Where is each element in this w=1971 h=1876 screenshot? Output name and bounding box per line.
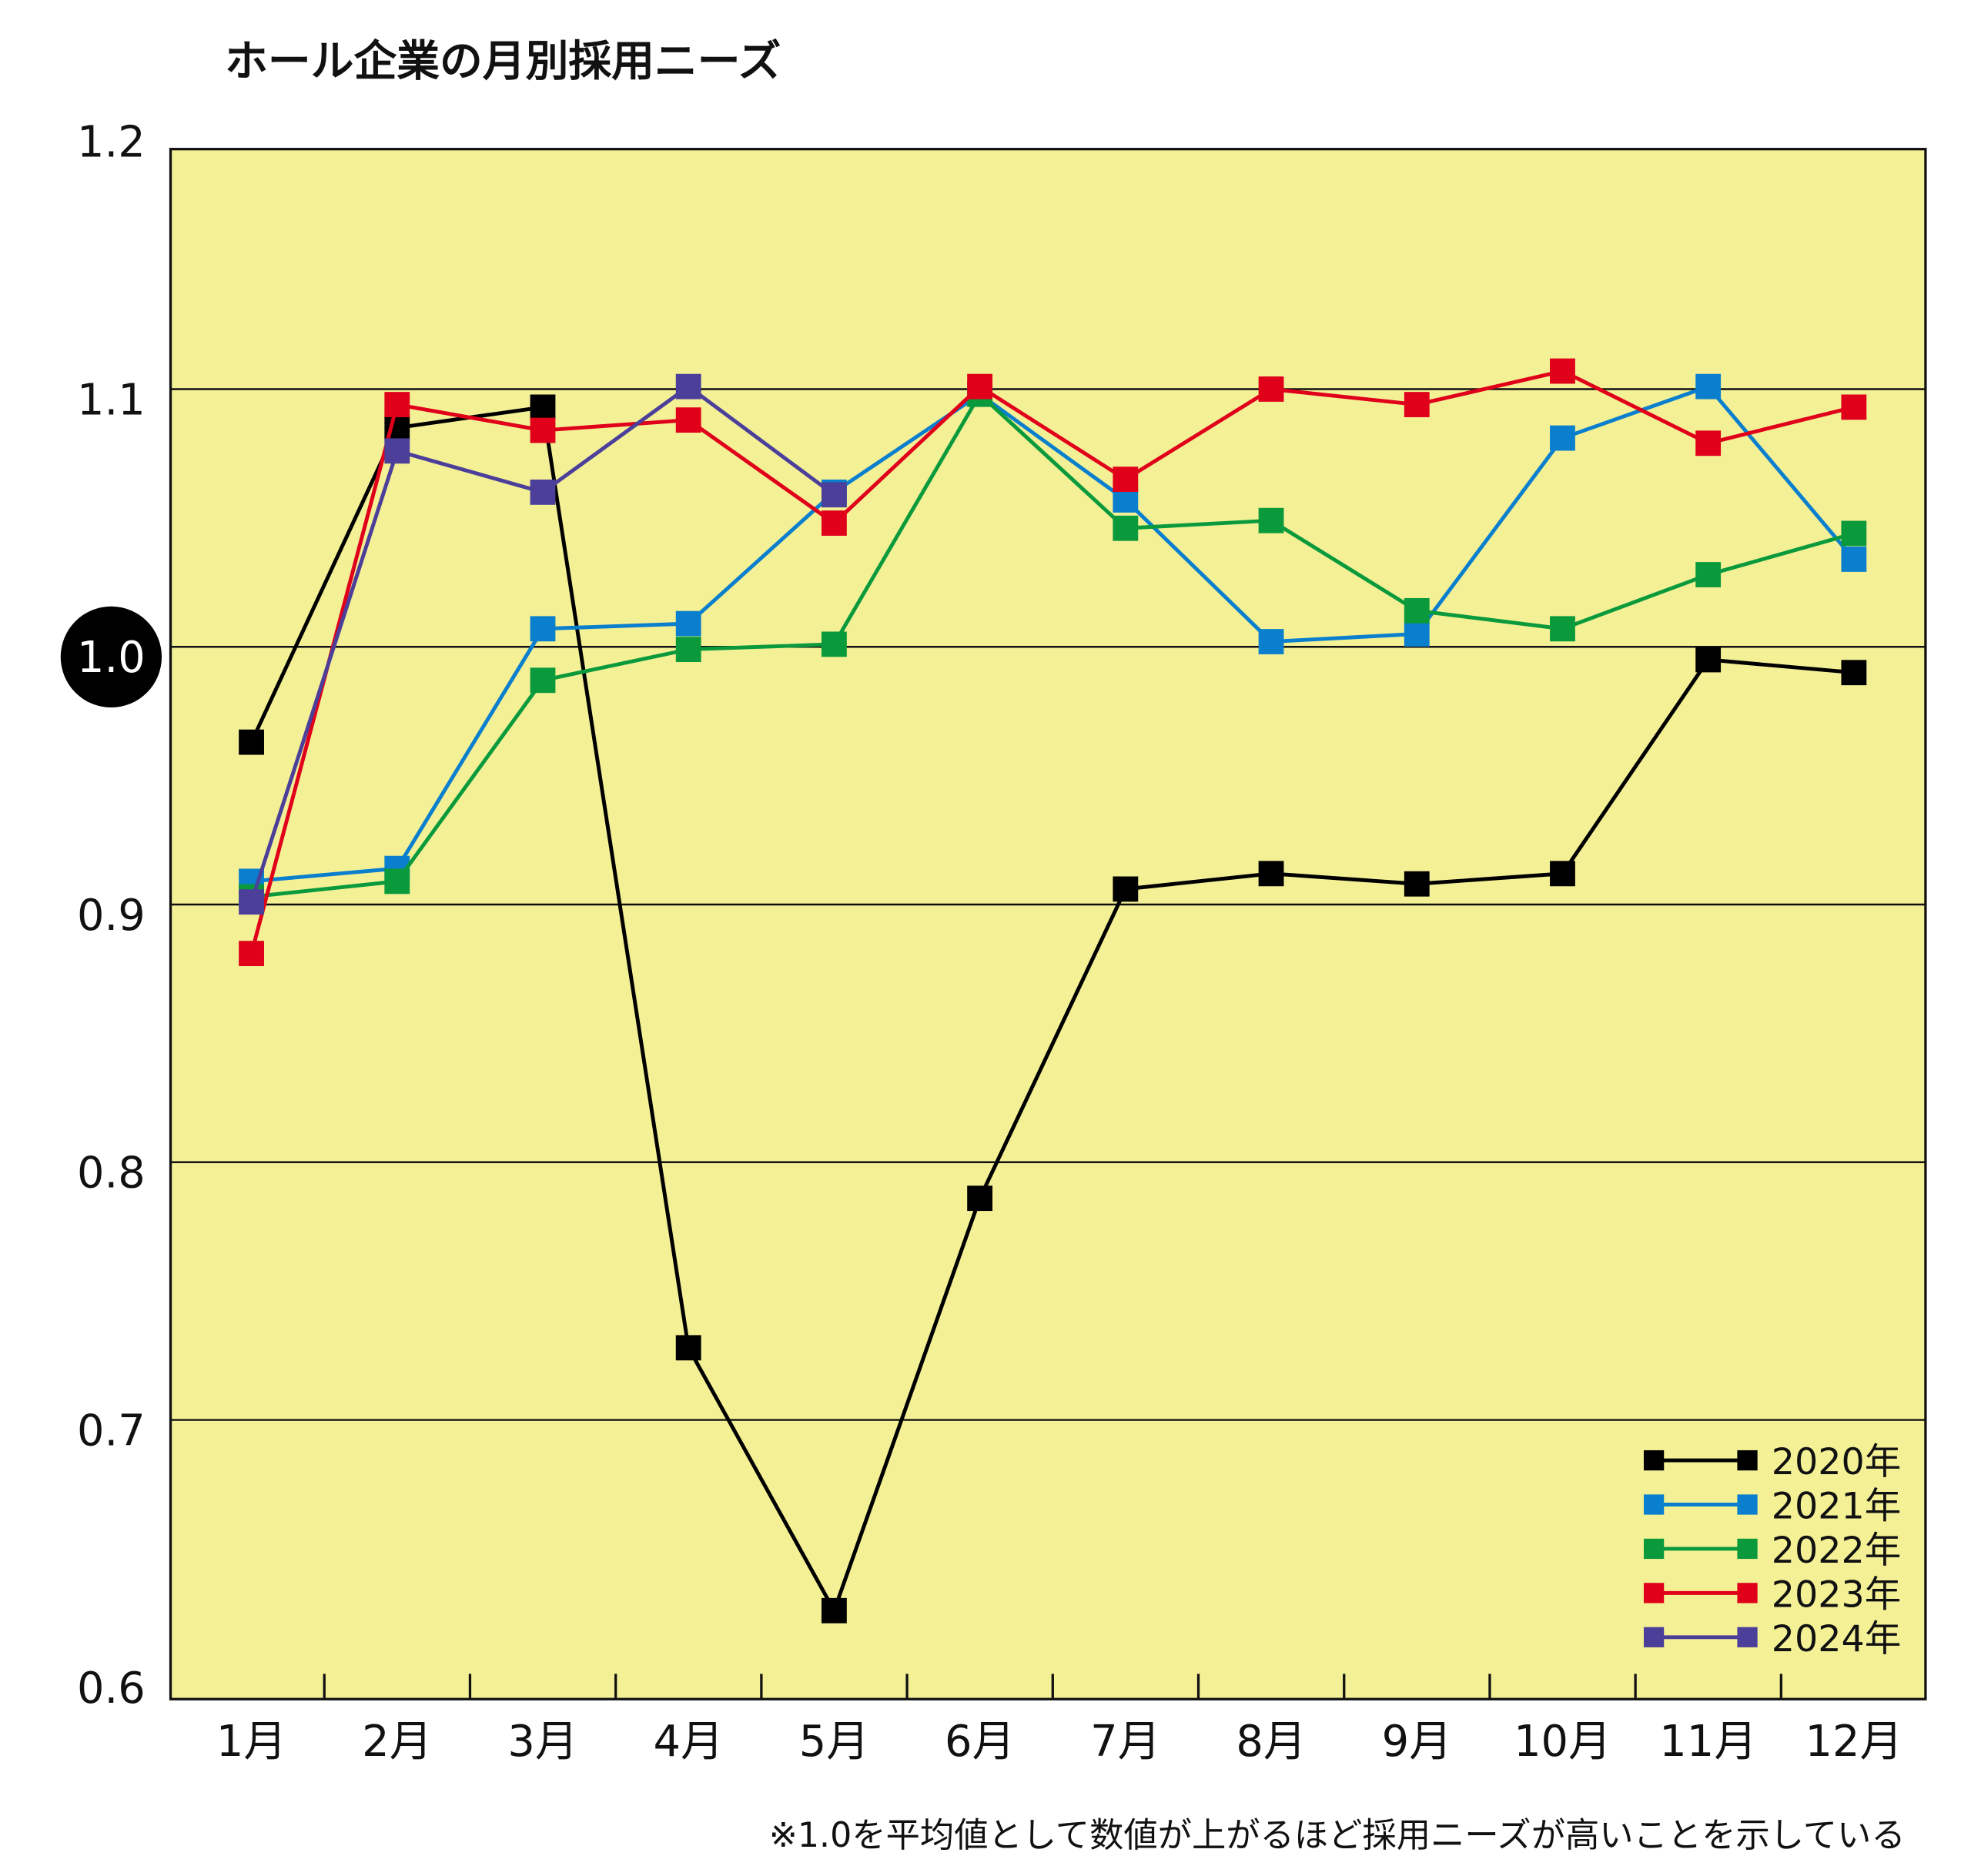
data-point — [384, 392, 410, 417]
legend-marker — [1737, 1494, 1758, 1515]
data-point — [1550, 425, 1575, 451]
y-tick-label: 0.8 — [77, 1149, 146, 1199]
y-tick-label: 0.7 — [77, 1406, 146, 1456]
series-line — [249, 405, 1855, 1616]
legend-marker — [1737, 1450, 1758, 1471]
data-point — [821, 1597, 847, 1624]
legend-label: 2022年 — [1772, 1530, 1902, 1572]
legend-label: 2024年 — [1772, 1618, 1902, 1660]
data-point — [530, 394, 556, 420]
legend-marker — [1737, 1627, 1758, 1647]
legend-item: 2021年 — [1643, 1486, 1902, 1528]
data-point — [1404, 597, 1430, 624]
y-tick-label: 1.1 — [77, 375, 146, 425]
x-tick-label: 1月 — [216, 1717, 286, 1767]
data-point — [1113, 466, 1139, 493]
x-tick-label: 8月 — [1236, 1717, 1306, 1767]
legend-item: 2024年 — [1643, 1618, 1902, 1660]
x-tick-label: 9月 — [1382, 1717, 1452, 1767]
series-line — [249, 369, 1855, 955]
data-point — [675, 407, 701, 433]
data-point — [1113, 515, 1139, 541]
data-point — [530, 479, 556, 505]
legend-marker — [1737, 1538, 1758, 1560]
series-line — [251, 391, 1855, 899]
data-point — [1695, 647, 1722, 673]
data-point — [1404, 621, 1430, 647]
x-tick-label: 5月 — [799, 1717, 869, 1767]
legend-label: 2021年 — [1772, 1486, 1902, 1528]
footnote: ※1.0を平均値として数値が上がるほど採用ニーズが高いことを示している — [769, 1816, 1906, 1855]
chart-title: ホール企業の月別採用ニーズ — [225, 37, 781, 87]
data-point — [1258, 629, 1284, 654]
series-2022年 — [239, 381, 1867, 910]
data-point — [675, 637, 701, 663]
x-tick-label: 10月 — [1514, 1717, 1611, 1767]
data-point — [1841, 660, 1867, 686]
legend-marker — [1643, 1627, 1665, 1647]
data-point — [530, 616, 556, 642]
data-point — [967, 373, 993, 400]
data-point — [821, 482, 847, 508]
x-tick-label: 11月 — [1659, 1717, 1757, 1767]
data-point — [1550, 358, 1575, 384]
data-point — [1404, 871, 1430, 897]
y-tick-label: 0.9 — [77, 891, 146, 941]
series-2023年 — [239, 358, 1867, 967]
data-point — [675, 610, 701, 637]
data-point — [1695, 430, 1722, 456]
data-point — [821, 510, 847, 536]
x-tick-label: 6月 — [945, 1717, 1015, 1767]
legend-marker — [1643, 1583, 1665, 1603]
x-tick-label: 12月 — [1805, 1717, 1902, 1767]
legend-label: 2020年 — [1772, 1441, 1902, 1483]
data-point — [1695, 562, 1722, 587]
data-point — [675, 1335, 701, 1361]
data-point — [1404, 392, 1430, 417]
data-point — [1258, 861, 1284, 887]
data-point — [1550, 861, 1575, 887]
data-point — [1841, 394, 1867, 420]
data-point — [384, 438, 410, 464]
x-tick-label: 2月 — [362, 1717, 432, 1767]
data-point — [821, 631, 847, 657]
data-point — [1841, 547, 1867, 572]
series-2020年 — [239, 394, 1867, 1624]
data-point — [1258, 376, 1284, 402]
data-point — [1113, 876, 1139, 902]
data-point — [239, 941, 264, 967]
data-point — [530, 667, 556, 694]
y-tick-label: 1.2 — [77, 118, 146, 168]
series-2024年 — [239, 373, 847, 915]
data-point — [1258, 507, 1284, 533]
legend-item: 2023年 — [1643, 1573, 1902, 1616]
data-point — [239, 889, 264, 915]
legend-marker — [1737, 1583, 1758, 1603]
data-point — [1841, 520, 1867, 547]
data-point — [967, 1185, 993, 1212]
y-tick-label: 1.0 — [77, 633, 146, 683]
x-tick-label: 3月 — [507, 1717, 577, 1767]
data-point — [239, 729, 264, 755]
data-point — [384, 868, 410, 895]
y-tick-label: 0.6 — [77, 1664, 146, 1714]
x-tick-label: 4月 — [654, 1717, 724, 1767]
data-point — [530, 417, 556, 443]
x-tick-label: 7月 — [1090, 1717, 1160, 1767]
legend-marker — [1643, 1538, 1665, 1560]
highlight-circle — [60, 606, 162, 708]
legend-item: 2020年 — [1643, 1441, 1902, 1483]
legend-label: 2023年 — [1772, 1573, 1902, 1616]
legend-marker — [1643, 1494, 1665, 1515]
data-point — [675, 373, 701, 400]
series-line — [251, 384, 1856, 884]
data-point — [1550, 616, 1575, 642]
data-point — [1695, 373, 1722, 400]
legend-marker — [1643, 1450, 1665, 1471]
legend-item: 2022年 — [1643, 1530, 1902, 1572]
